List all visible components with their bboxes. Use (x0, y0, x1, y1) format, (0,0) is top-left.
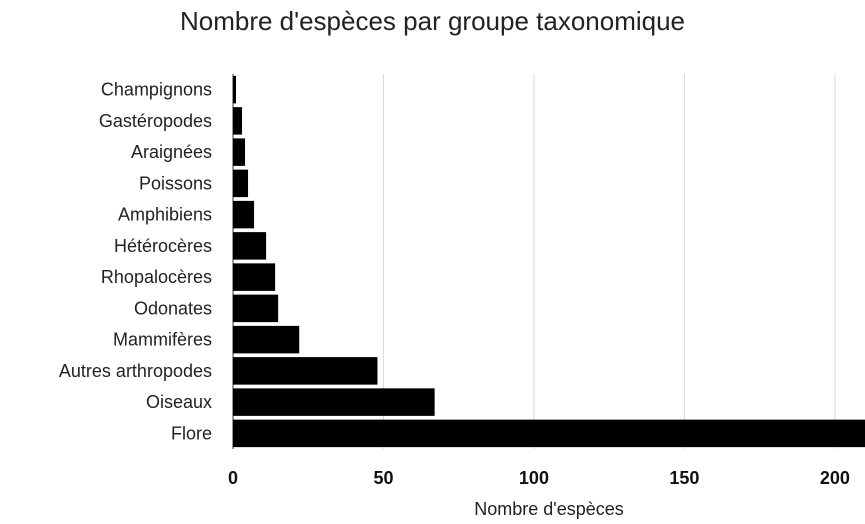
category-label: Flore (171, 423, 212, 443)
category-label: Odonates (134, 298, 212, 318)
category-label: Rhopalocères (101, 267, 212, 287)
bar (233, 75, 237, 104)
x-tick-label: 50 (373, 468, 393, 488)
x-tick-labels: 0 50 100 150 200 (228, 468, 850, 488)
x-axis-title: Nombre d'espèces (474, 499, 624, 519)
bar (233, 388, 435, 416)
category-label: Champignons (101, 80, 212, 100)
bar (233, 357, 378, 385)
category-labels: Champignons Gastéropodes Araignées Poissons… (59, 80, 212, 444)
category-label: Hétérocères (114, 236, 212, 256)
x-tick-label: 0 (228, 468, 238, 488)
x-tick-label: 150 (669, 468, 699, 488)
chart-title: Nombre d'espèces par groupe taxonomique (179, 6, 686, 36)
grid-lines (232, 74, 836, 449)
category-label: Oiseaux (146, 392, 212, 412)
category-label: Poissons (139, 173, 212, 193)
x-tick-label: 100 (519, 468, 549, 488)
bar (233, 232, 267, 260)
bar (233, 200, 255, 229)
bar (233, 263, 276, 291)
bar (233, 138, 246, 166)
category-label: Gastéropodes (99, 111, 212, 131)
bars (233, 75, 865, 448)
bar (233, 419, 865, 448)
category-label: Autres arthropodes (59, 361, 212, 381)
x-tick-label: 200 (820, 468, 850, 488)
bar (233, 294, 279, 323)
category-label: Araignées (131, 142, 212, 162)
bar (233, 325, 300, 354)
category-label: Mammifères (113, 330, 212, 350)
bar (233, 107, 243, 135)
bar (233, 169, 249, 198)
category-label: Amphibiens (118, 205, 212, 225)
